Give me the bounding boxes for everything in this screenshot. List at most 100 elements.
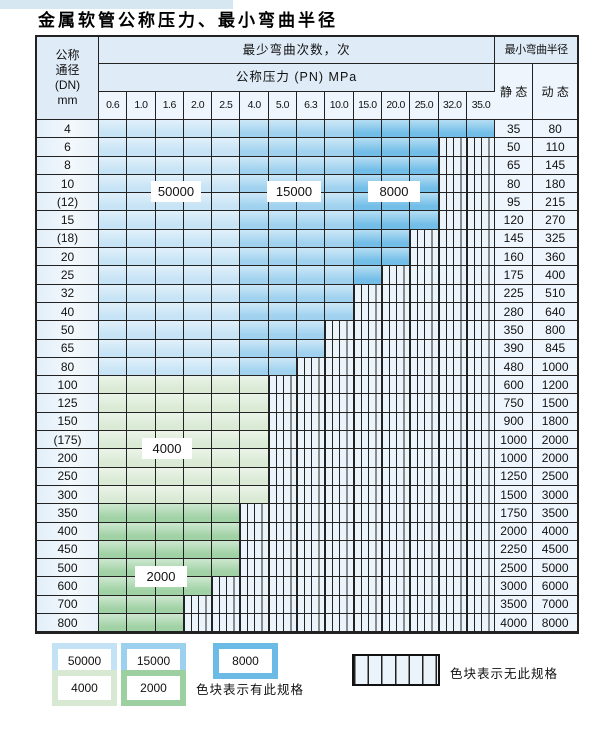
spec-unavailable-cell <box>353 449 382 468</box>
spec-available-cell <box>297 339 326 358</box>
spec-available-cell <box>297 321 326 340</box>
spec-unavailable-cell <box>466 138 496 157</box>
spec-available-cell <box>297 138 326 157</box>
spec-available-cell <box>155 504 184 523</box>
spec-available-cell <box>127 284 156 303</box>
corner-line: mm <box>57 93 78 107</box>
spec-available-cell <box>240 193 269 212</box>
spec-available-cell <box>99 229 128 249</box>
spec-available-cell <box>212 522 241 541</box>
dn-cell: 10 <box>37 174 99 194</box>
spec-available-cell <box>268 211 298 230</box>
spec-unavailable-cell <box>466 302 496 322</box>
spec-unavailable-cell <box>183 595 213 615</box>
static-radius-value: 80 <box>495 174 534 194</box>
pressure-col-header: 6.3 <box>297 92 326 120</box>
pressure-col-header: 5.0 <box>268 92 298 120</box>
spec-unavailable-cell <box>438 431 467 450</box>
spec-unavailable-cell <box>268 614 298 633</box>
spec-available-cell <box>99 412 128 432</box>
spec-unavailable-cell <box>325 522 354 541</box>
dn-cell: 800 <box>37 614 99 633</box>
spec-available-cell <box>99 449 128 468</box>
spec-available-cell <box>155 394 184 413</box>
spec-unavailable-cell <box>466 211 496 230</box>
spec-available-cell <box>240 394 269 413</box>
spec-unavailable-cell <box>466 174 496 194</box>
dn-cell: 80 <box>37 357 99 377</box>
page-title: 金属软管公称压力、最小弯曲半径 <box>38 11 338 31</box>
static-radius-value: 280 <box>495 302 534 322</box>
spec-unavailable-cell <box>297 577 326 596</box>
spec-available-cell <box>466 120 496 139</box>
dynamic-radius-value: 800 <box>533 321 578 340</box>
spec-available-cell <box>99 357 128 377</box>
spec-unavailable-cell <box>325 394 354 413</box>
spec-available-cell <box>183 485 213 505</box>
spec-unavailable-cell <box>466 229 496 249</box>
spec-available-cell <box>212 248 241 267</box>
pressure-col-header: 4.0 <box>240 92 269 120</box>
spec-unavailable-cell <box>410 302 439 322</box>
spec-available-cell <box>268 156 298 175</box>
spec-available-cell <box>268 229 298 249</box>
static-radius-value: 480 <box>495 357 534 377</box>
static-radius-value: 50 <box>495 138 534 157</box>
spec-unavailable-cell <box>325 504 354 523</box>
legend-no-spec-text: 色块表示无此规格 <box>450 667 559 681</box>
spec-available-cell <box>212 431 241 450</box>
spec-unavailable-cell <box>466 248 496 267</box>
spec-unavailable-cell <box>381 302 411 322</box>
spec-unavailable-cell <box>353 540 382 560</box>
spec-available-cell <box>155 266 184 285</box>
dynamic-radius-value: 7000 <box>533 595 578 615</box>
dynamic-radius-value: 80 <box>533 120 578 139</box>
spec-available-cell <box>268 248 298 267</box>
spec-available-cell <box>155 248 184 267</box>
pressure-col-header: 20.0 <box>381 92 411 120</box>
spec-unavailable-cell <box>381 577 411 596</box>
spec-unavailable-cell <box>381 394 411 413</box>
cycle-count-label: 15000 <box>267 181 321 202</box>
spec-unavailable-cell <box>381 412 411 432</box>
spec-unavailable-cell <box>268 540 298 560</box>
spec-available-cell <box>155 357 184 377</box>
spec-available-cell <box>183 504 213 523</box>
spec-available-cell <box>99 559 128 578</box>
spec-unavailable-cell <box>240 614 269 633</box>
spec-available-cell <box>353 248 382 267</box>
spec-available-cell <box>240 266 269 285</box>
spec-available-cell <box>353 211 382 230</box>
spec-available-cell <box>127 229 156 249</box>
spec-available-cell <box>99 522 128 541</box>
spec-available-cell <box>155 412 184 432</box>
spec-unavailable-cell <box>353 595 382 615</box>
spec-available-cell <box>325 248 354 267</box>
spec-unavailable-cell <box>381 522 411 541</box>
spec-unavailable-cell <box>268 376 298 395</box>
corner-line: 通径 <box>55 63 80 77</box>
corner-line: (DN) <box>54 78 81 92</box>
spec-unavailable-cell <box>353 284 382 303</box>
dynamic-radius-value: 180 <box>533 174 578 194</box>
corner-header-dn: 公称 通径 (DN) mm <box>37 37 99 120</box>
spec-available-cell <box>240 174 269 194</box>
spec-available-cell <box>325 138 354 157</box>
spec-unavailable-cell <box>381 266 411 285</box>
spec-available-cell <box>240 467 269 486</box>
spec-unavailable-cell <box>438 193 467 212</box>
spec-available-cell <box>240 156 269 175</box>
spec-unavailable-cell <box>438 577 467 596</box>
spec-unavailable-cell <box>325 339 354 358</box>
spec-unavailable-cell <box>466 522 496 541</box>
spec-available-cell <box>99 138 128 157</box>
spec-unavailable-cell <box>297 540 326 560</box>
dn-cell: 450 <box>37 540 99 560</box>
spec-available-cell <box>212 193 241 212</box>
min-bend-cycles-header: 最少弯曲次数，次 <box>99 37 496 64</box>
spec-unavailable-cell <box>466 193 496 212</box>
spec-unavailable-cell <box>240 540 269 560</box>
spec-available-cell <box>325 266 354 285</box>
spec-unavailable-cell <box>381 595 411 615</box>
spec-available-cell <box>268 284 298 303</box>
